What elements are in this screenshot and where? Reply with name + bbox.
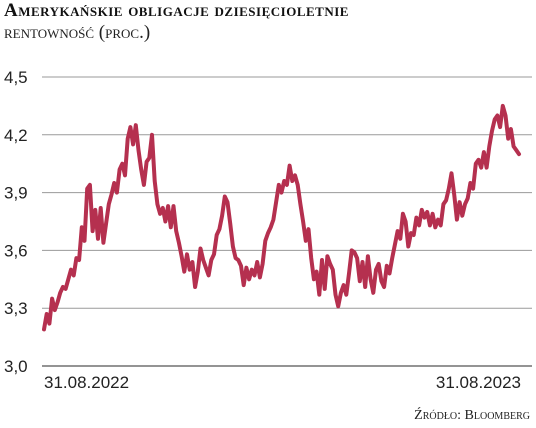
x-axis-tick-labels: 31.08.2022 31.08.2023 (44, 373, 521, 392)
y-tick-label: 3,0 (4, 357, 28, 376)
x-tick-label: 31.08.2022 (44, 373, 129, 392)
y-tick-label: 4,5 (4, 68, 28, 87)
y-tick-label: 3,3 (4, 299, 28, 318)
y-tick-label: 3,6 (4, 241, 28, 260)
grid-lines (42, 76, 532, 367)
y-tick-label: 3,9 (4, 184, 28, 203)
series-layer (42, 103, 521, 332)
series-line (42, 103, 521, 332)
source-note: Źródło: Bloomberg (414, 408, 530, 423)
chart-subtitle: rentowność (proc.) (4, 22, 151, 43)
chart-title: Amerykańskie obligacje dziesięcioletnie (4, 0, 349, 21)
y-axis-tick-labels: 4,5 4,2 3,9 3,6 3,3 3,0 (4, 68, 28, 376)
x-tick-label: 31.08.2023 (436, 373, 521, 392)
y-tick-label: 4,2 (4, 126, 28, 145)
